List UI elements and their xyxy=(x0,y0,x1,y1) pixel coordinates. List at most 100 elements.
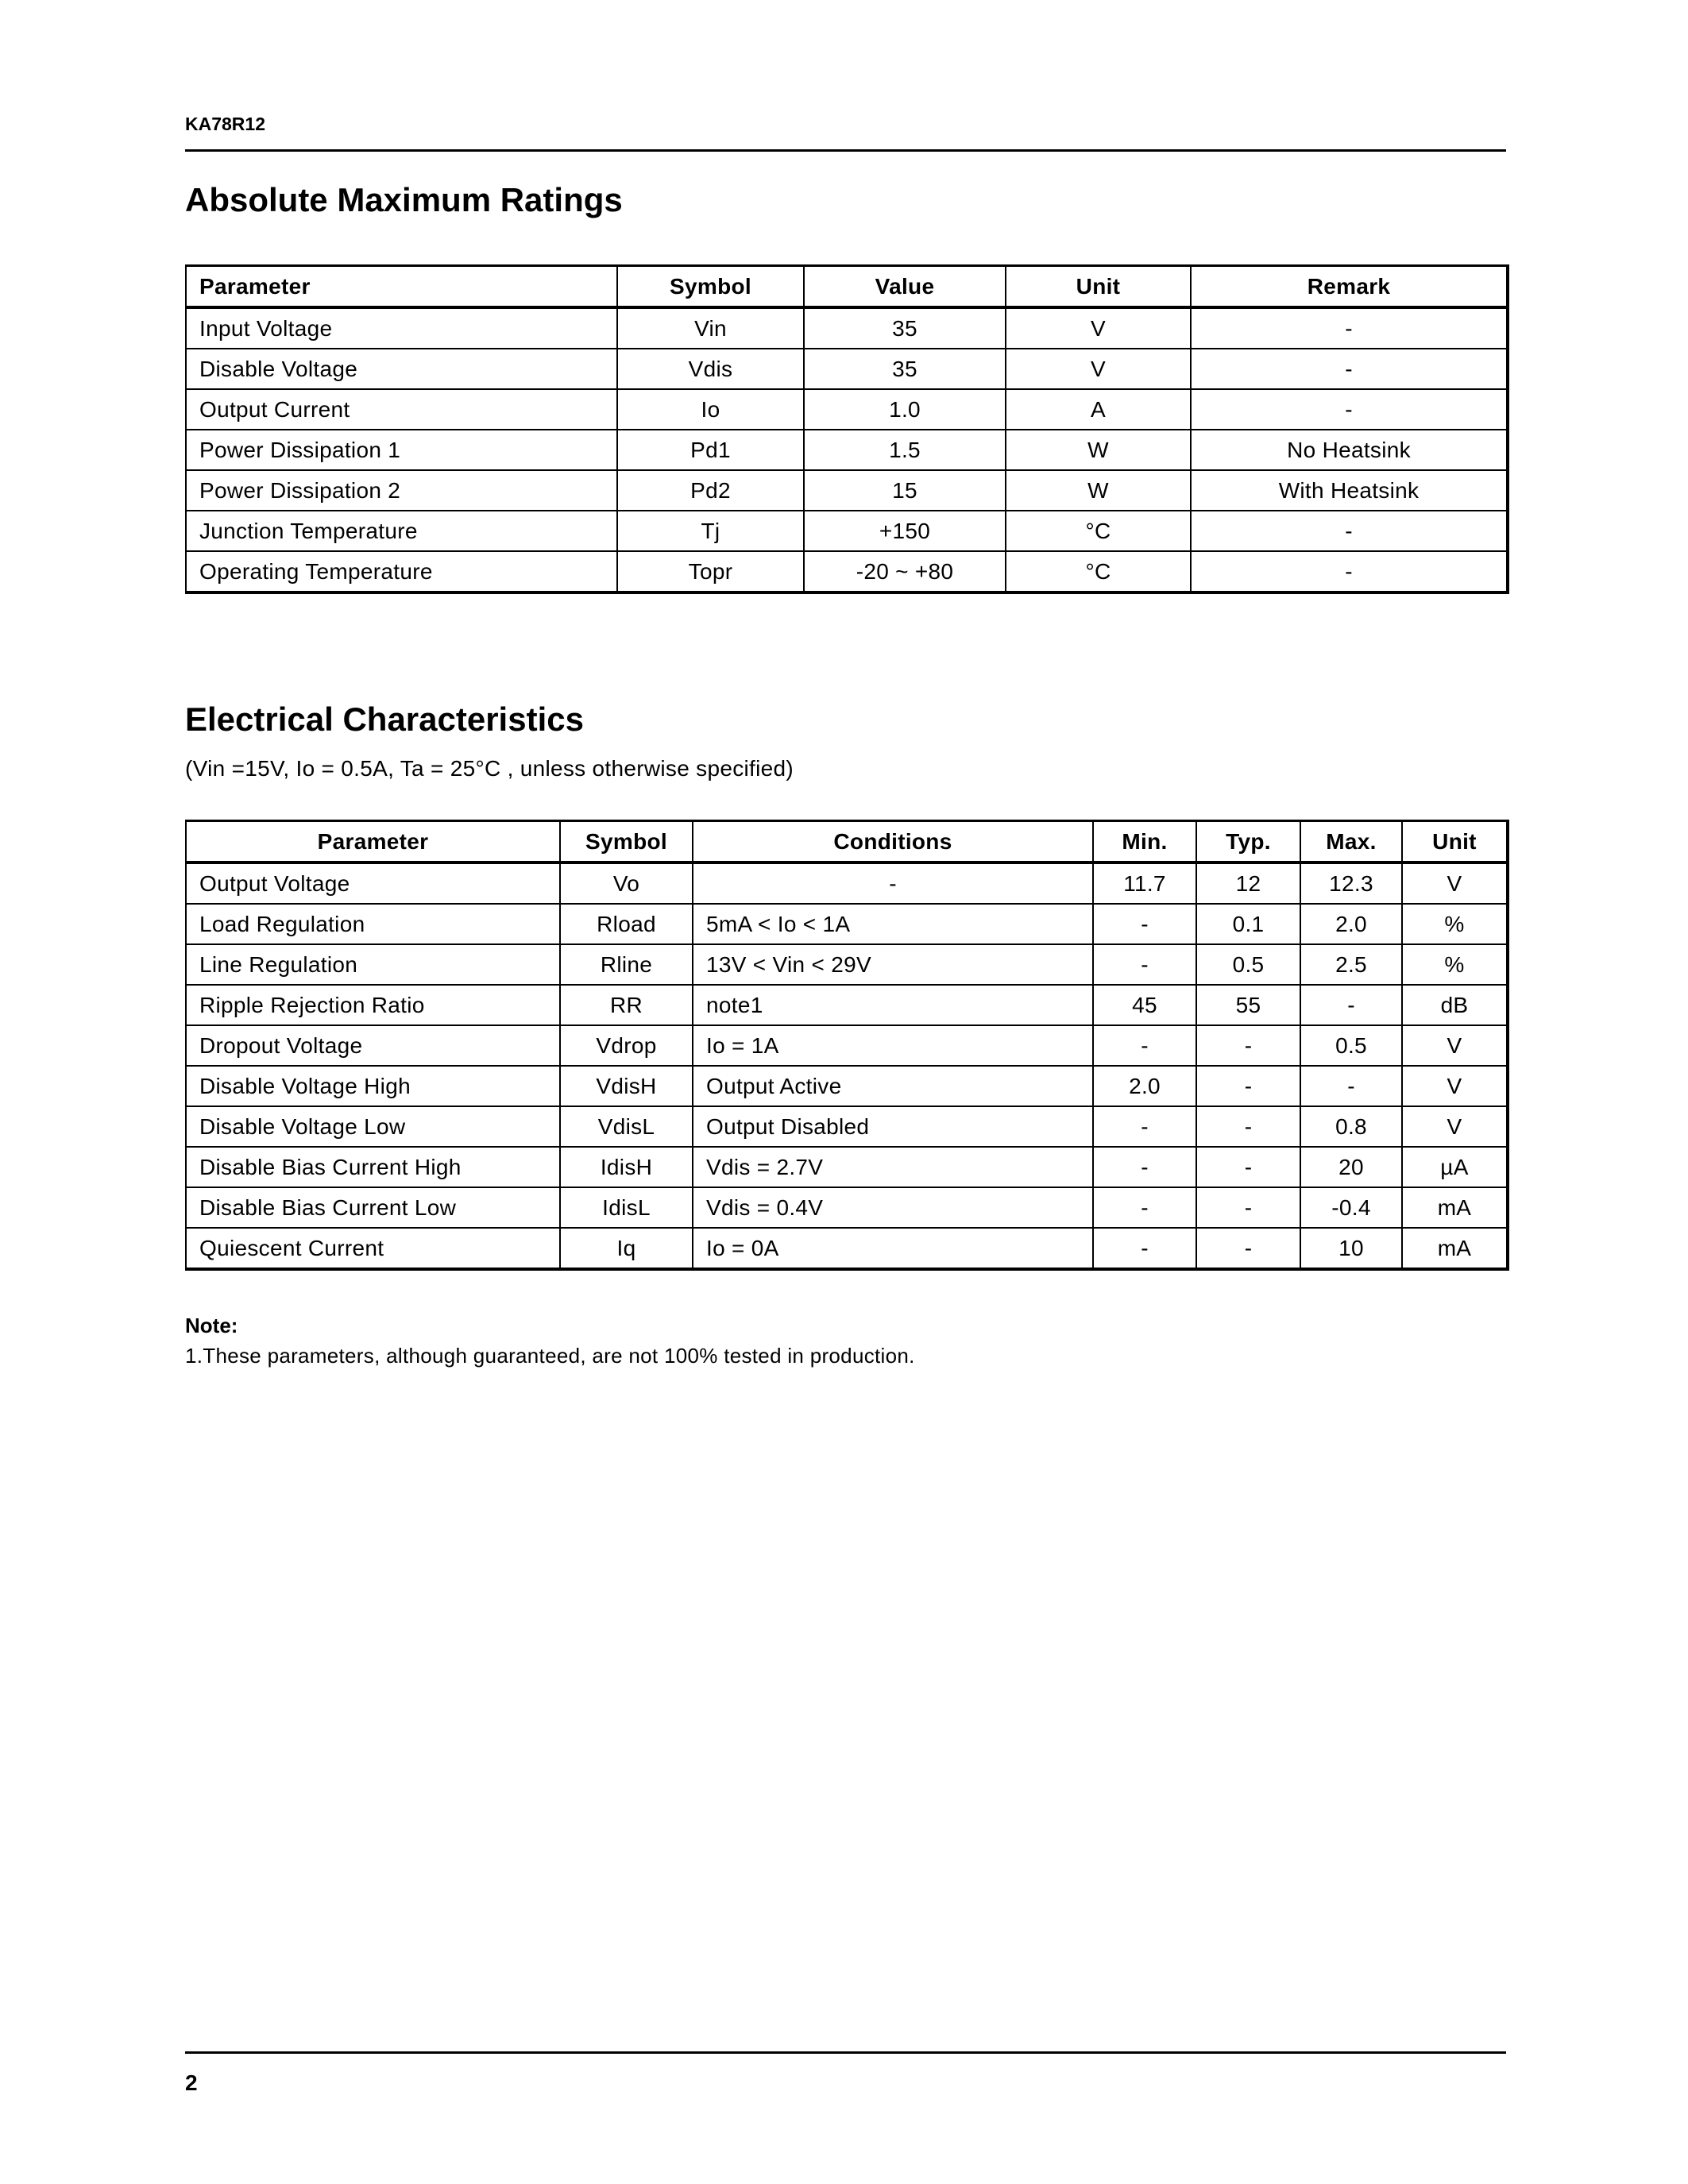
table-cell: 35 xyxy=(803,307,1006,349)
table-cell: - xyxy=(1196,1065,1301,1107)
table-cell: - xyxy=(1300,984,1403,1026)
table-row: Power Dissipation 2 Pd2 15 W With Heatsink xyxy=(185,469,1508,511)
table-cell: Rload xyxy=(559,903,693,945)
table-cell: - xyxy=(1196,1187,1301,1229)
table-cell: 0.1 xyxy=(1196,903,1301,945)
table-cell: Disable Voltage High xyxy=(185,1065,561,1107)
col-header: Typ. xyxy=(1196,820,1301,864)
table-cell: 0.8 xyxy=(1300,1106,1403,1148)
table-row: Dropout Voltage Vdrop Io = 1A - -0.5 V xyxy=(185,1024,1508,1067)
table-cell: % xyxy=(1401,903,1508,945)
table-cell: - xyxy=(1196,1024,1301,1067)
page-number: 2 xyxy=(185,2070,198,2095)
table-cell: - xyxy=(1190,348,1508,390)
note-item: 1.These parameters, although guaranteed,… xyxy=(185,1344,915,1368)
table-cell: 15 xyxy=(803,469,1006,511)
table-cell: dB xyxy=(1401,984,1508,1026)
table-cell: W xyxy=(1005,469,1192,511)
table-cell: Topr xyxy=(616,550,805,593)
table-cell: mA xyxy=(1401,1227,1508,1270)
table-cell: 2.0 xyxy=(1092,1065,1197,1107)
table-cell: Junction Temperature xyxy=(185,510,618,552)
col-header: Unit xyxy=(1401,820,1508,864)
table-row: Disable Voltage Vdis 35 V - xyxy=(185,348,1508,390)
table-cell: Pd1 xyxy=(616,429,805,471)
col-header: Value xyxy=(803,264,1006,309)
table-row: Line Regulation Rline 13V < Vin < 29V -0.5 2… xyxy=(185,943,1508,986)
col-header: Symbol xyxy=(559,820,693,864)
table-cell: V xyxy=(1005,307,1192,349)
table-cell: A xyxy=(1005,388,1192,430)
abs-max-table: Parameter Symbol Value Unit Remark Input… xyxy=(185,264,1509,594)
table-cell: 1.0 xyxy=(803,388,1006,430)
elec-conditions: (Vin =15V, Io = 0.5A, Ta = 25°C , unless… xyxy=(185,756,794,781)
table-cell: Rline xyxy=(559,943,693,986)
table-cell: Vin xyxy=(616,307,805,349)
col-header: Unit xyxy=(1005,264,1192,309)
table-cell: - xyxy=(1092,943,1197,986)
table-cell: Ripple Rejection Ratio xyxy=(185,984,561,1026)
abs-max-title: Absolute Maximum Ratings xyxy=(185,181,623,218)
table-row: Load Regulation Rload 5mA < Io < 1A -0.1 2.0… xyxy=(185,903,1508,945)
table-cell: - xyxy=(1196,1146,1301,1188)
table-cell: Vdis = 2.7V xyxy=(692,1146,1094,1188)
table-cell: Quiescent Current xyxy=(185,1227,561,1270)
table-cell: 2.5 xyxy=(1300,943,1403,986)
table-cell: 11.7 xyxy=(1092,862,1197,905)
table-cell: Vdrop xyxy=(559,1024,693,1067)
table-cell: Output Active xyxy=(692,1065,1094,1107)
table-row: Disable Voltage Low VdisL Output Disabled -… xyxy=(185,1106,1508,1148)
table-cell: 2.0 xyxy=(1300,903,1403,945)
table-cell: - xyxy=(1092,1227,1197,1270)
table-cell: 45 xyxy=(1092,984,1197,1026)
table-cell: +150 xyxy=(803,510,1006,552)
table-cell: Iq xyxy=(559,1227,693,1270)
table-row: Disable Bias Current High IdisH Vdis = 2.7… xyxy=(185,1146,1508,1188)
table-cell: 13V < Vin < 29V xyxy=(692,943,1094,986)
table-cell: Load Regulation xyxy=(185,903,561,945)
col-header: Remark xyxy=(1190,264,1508,309)
table-cell: 20 xyxy=(1300,1146,1403,1188)
col-header: Symbol xyxy=(616,264,805,309)
table-row: Quiescent Current Iq Io = 0A - -10 mA xyxy=(185,1227,1508,1270)
table-row: Power Dissipation 1 Pd1 1.5 W No Heatsink xyxy=(185,429,1508,471)
table-cell: Output Current xyxy=(185,388,618,430)
table-cell: - xyxy=(1092,903,1197,945)
table-cell: - xyxy=(1190,307,1508,349)
table-cell: Io = 0A xyxy=(692,1227,1094,1270)
table-cell: Operating Temperature xyxy=(185,550,618,593)
note-title: Note: xyxy=(185,1314,238,1337)
table-cell: - xyxy=(1092,1024,1197,1067)
table-cell: 1.5 xyxy=(803,429,1006,471)
table-cell: 0.5 xyxy=(1196,943,1301,986)
table-row: Output Voltage Vo -11.7 12 12.3 V xyxy=(185,862,1508,905)
table-cell: V xyxy=(1401,1065,1508,1107)
table-cell: RR xyxy=(559,984,693,1026)
table-cell: With Heatsink xyxy=(1190,469,1508,511)
table-cell: - xyxy=(1092,1146,1197,1188)
table-cell: 35 xyxy=(803,348,1006,390)
table-cell: Vo xyxy=(559,862,693,905)
table-cell: No Heatsink xyxy=(1190,429,1508,471)
table-cell: Input Voltage xyxy=(185,307,618,349)
table-row: Junction Temperature Tj +150 °C - xyxy=(185,510,1508,552)
table-cell: Io = 1A xyxy=(692,1024,1094,1067)
table-cell: % xyxy=(1401,943,1508,986)
elec-title: Electrical Characteristics xyxy=(185,700,584,738)
table-cell: VdisH xyxy=(559,1065,693,1107)
header-rule xyxy=(185,149,1506,152)
table-row: Input Voltage Vin 35 V - xyxy=(185,307,1508,349)
col-header: Max. xyxy=(1300,820,1403,864)
table-header-row: Parameter Symbol Value Unit Remark xyxy=(185,264,1508,309)
table-cell: Line Regulation xyxy=(185,943,561,986)
table-cell: V xyxy=(1401,862,1508,905)
table-cell: IdisL xyxy=(559,1187,693,1229)
table-cell: Output Disabled xyxy=(692,1106,1094,1148)
table-cell: Vdis xyxy=(616,348,805,390)
table-row: Disable Voltage High VdisH Output Active 2.… xyxy=(185,1065,1508,1107)
table-cell: Disable Voltage Low xyxy=(185,1106,561,1148)
table-header-row: Parameter Symbol Conditions Min. Typ. Ma… xyxy=(185,820,1508,864)
table-cell: µA xyxy=(1401,1146,1508,1188)
table-cell: Disable Voltage xyxy=(185,348,618,390)
col-header: Parameter xyxy=(185,264,618,309)
